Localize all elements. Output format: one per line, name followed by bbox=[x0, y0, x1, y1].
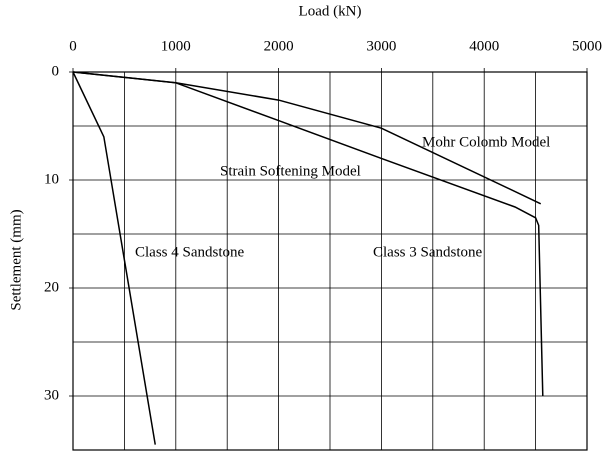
y-tick-label: 0 bbox=[52, 63, 60, 79]
y-tick-label: 20 bbox=[44, 279, 59, 295]
x-tick-label: 4000 bbox=[469, 38, 499, 54]
x-axis-label: Load (kN) bbox=[299, 3, 362, 19]
x-tick-label: 2000 bbox=[264, 38, 294, 54]
series-label: Class 4 Sandstone bbox=[135, 244, 245, 260]
x-tick-label: 1000 bbox=[161, 38, 191, 54]
series-line bbox=[72, 71, 544, 397]
x-tick-label: 5000 bbox=[572, 38, 602, 54]
y-tick-label: 10 bbox=[44, 171, 59, 187]
series-line bbox=[72, 71, 156, 445]
x-tick-label: 3000 bbox=[366, 38, 396, 54]
annotation: Class 3 Sandstone bbox=[373, 244, 483, 260]
y-tick-label: 30 bbox=[44, 387, 59, 403]
x-tick-label: 0 bbox=[69, 38, 77, 54]
series-label: Strain Softening Model bbox=[220, 163, 361, 179]
plot-frame bbox=[72, 71, 588, 451]
y-axis-label: Settlement (mm) bbox=[8, 209, 24, 310]
series-label: Mohr Colomb Model bbox=[422, 134, 550, 150]
